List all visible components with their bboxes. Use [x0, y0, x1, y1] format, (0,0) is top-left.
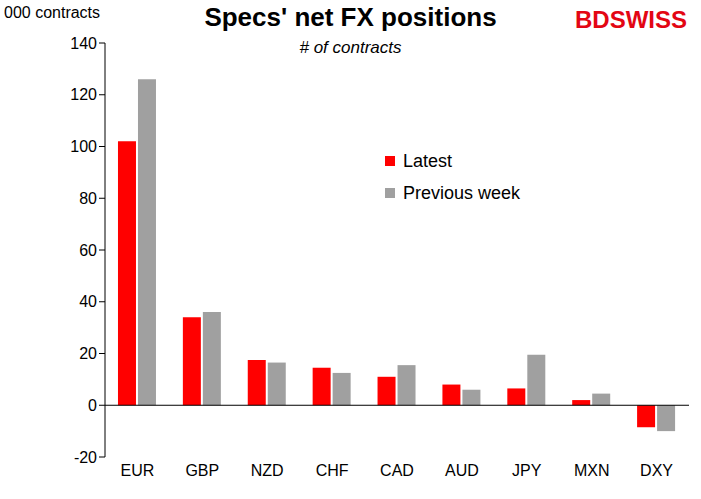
- svg-text:MXN: MXN: [574, 462, 610, 479]
- svg-text:GBP: GBP: [185, 462, 219, 479]
- svg-text:60: 60: [79, 242, 97, 259]
- svg-text:20: 20: [79, 345, 97, 362]
- svg-text:EUR: EUR: [121, 462, 155, 479]
- svg-text:140: 140: [70, 35, 97, 52]
- svg-text:40: 40: [79, 293, 97, 310]
- svg-text:CHF: CHF: [316, 462, 349, 479]
- html-text:BDSWISS: BDSWISS: [575, 6, 687, 33]
- svg-text:DXY: DXY: [640, 462, 673, 479]
- html-text:Specs' net FX positions: Specs' net FX positions: [204, 2, 497, 32]
- svg-text:100: 100: [70, 138, 97, 155]
- svg-text:AUD: AUD: [445, 462, 479, 479]
- svg-text:CAD: CAD: [380, 462, 414, 479]
- svg-text:-20: -20: [74, 449, 97, 466]
- html-text:Previous week: Previous week: [403, 182, 521, 203]
- svg-text:JPY: JPY: [512, 462, 542, 479]
- svg-text:NZD: NZD: [251, 462, 284, 479]
- html-text:# of contracts: # of contracts: [299, 38, 402, 57]
- svg-text:0: 0: [88, 397, 97, 414]
- svg-text:80: 80: [79, 190, 97, 207]
- html-text:Latest: Latest: [403, 150, 452, 171]
- svg-text:120: 120: [70, 86, 97, 103]
- html-text:000 contracts: 000 contracts: [4, 4, 101, 21]
